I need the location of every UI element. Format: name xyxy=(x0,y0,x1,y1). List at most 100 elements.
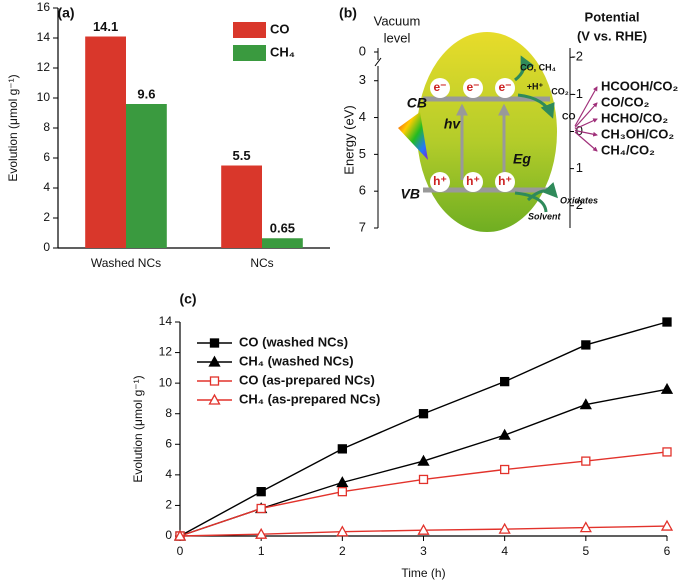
couple-label: HCHO/CO₂ xyxy=(601,110,668,125)
bar xyxy=(126,104,167,248)
marker xyxy=(498,522,511,534)
marker xyxy=(500,376,510,387)
y-tick-label: 16 xyxy=(37,0,51,14)
marker xyxy=(417,523,430,535)
legend-label: CH₄ (washed NCs) xyxy=(239,353,354,368)
hole xyxy=(430,172,450,192)
y-tick-label: 2 xyxy=(165,498,172,512)
x-tick-label: 2 xyxy=(339,544,346,558)
y-tick-label: 10 xyxy=(37,90,51,104)
y2-axis-label: Potential xyxy=(585,9,640,24)
panel-label: (b) xyxy=(339,5,357,21)
data-label: 9.6 xyxy=(137,86,155,101)
y-tick-label: 8 xyxy=(43,120,50,134)
x-tick-label: Washed NCs xyxy=(91,256,161,270)
y-tick-label: 12 xyxy=(37,60,51,74)
marker xyxy=(337,444,347,454)
y-tick-label: 6 xyxy=(165,436,172,450)
marker xyxy=(579,398,592,410)
couple-label: CH₃OH/CO₂ xyxy=(601,126,674,141)
marker xyxy=(498,428,511,440)
legend-label: CO (washed NCs) xyxy=(239,334,348,349)
y-tick-label: 6 xyxy=(43,150,50,164)
marker xyxy=(662,447,672,457)
band-diagram: e⁻ e⁻ e⁻ h⁺ h⁺ h⁺ CB VB hv Eg CO, CH₄ +H… xyxy=(398,32,598,232)
legend-label: CH₄ xyxy=(270,44,295,59)
legend-marker xyxy=(208,355,221,367)
legend-label: CH₄ (as-prepared NCs) xyxy=(239,391,380,406)
reactant-label: CO₂ xyxy=(551,86,569,96)
y-tick-label: 3 xyxy=(359,72,366,87)
marker xyxy=(662,317,672,327)
legend-marker xyxy=(209,338,220,348)
electron xyxy=(430,78,450,98)
y-tick-label: 0 xyxy=(165,528,172,542)
axis-break xyxy=(374,57,382,67)
axis-title: Vacuum xyxy=(374,13,421,28)
y2-axis-unit: (V vs. RHE) xyxy=(577,28,647,43)
hole-label: h⁺ xyxy=(433,174,447,188)
data-label: 5.5 xyxy=(233,148,251,163)
marker xyxy=(581,456,591,466)
y2-tick-label: 0 xyxy=(576,123,583,138)
marker xyxy=(256,503,266,514)
oxidation-arrow xyxy=(526,182,559,202)
y2-tick-label: -1 xyxy=(571,86,583,101)
y-tick-label: 2 xyxy=(43,210,50,224)
hole-label: h⁺ xyxy=(498,174,512,188)
marker xyxy=(255,527,268,539)
hole xyxy=(463,172,483,192)
electron xyxy=(463,78,483,98)
couple-arrow xyxy=(574,86,598,127)
bar xyxy=(85,36,126,248)
reduction-products: CO, CH₄ xyxy=(520,62,556,72)
nanocrystal xyxy=(417,32,557,232)
marker xyxy=(500,464,510,475)
y-tick-label: 12 xyxy=(159,345,173,359)
y-axis-label: Evolution (μmol g⁻¹) xyxy=(131,375,145,482)
marker xyxy=(336,525,349,537)
vb-label: VB xyxy=(401,186,420,202)
couple-label: HCOOH/CO₂ xyxy=(601,78,679,93)
couple-label: CH₄/CO₂ xyxy=(601,142,655,157)
electron xyxy=(495,78,515,98)
couple-arrow xyxy=(574,129,598,137)
legend-marker xyxy=(209,376,220,386)
y-tick-label: 0 xyxy=(43,240,50,254)
y-tick-label: 4 xyxy=(359,109,366,124)
x-tick-label: NCs xyxy=(250,256,273,270)
marker xyxy=(418,474,429,485)
x-axis-label: Time (h) xyxy=(401,566,445,580)
oxidation-products: Oxidates xyxy=(560,195,598,205)
electron-label: e⁻ xyxy=(466,80,479,94)
hole-label: h⁺ xyxy=(466,174,480,188)
x-tick-label: 3 xyxy=(420,544,427,558)
x-tick-label: 0 xyxy=(177,544,184,558)
y-tick-label: 4 xyxy=(165,467,172,481)
y2-tick-label: 2 xyxy=(576,197,583,212)
electron-label: e⁻ xyxy=(433,80,446,94)
data-label: 0.65 xyxy=(270,221,295,236)
light xyxy=(398,112,428,160)
y-axis-label: Evolution (μmol g⁻¹) xyxy=(6,74,20,181)
hole xyxy=(495,172,515,192)
y-tick-label: 14 xyxy=(37,30,51,44)
gap-label: Eg xyxy=(513,151,531,167)
data-label: 14.1 xyxy=(93,19,118,34)
marker xyxy=(581,340,591,350)
marker xyxy=(336,476,349,488)
couple-arrow xyxy=(574,131,598,152)
y-tick-label: 14 xyxy=(159,314,173,328)
oxidation-reactant: Solvent xyxy=(528,211,562,221)
couple-label: CO/CO₂ xyxy=(601,94,650,109)
product-label: CO xyxy=(562,111,576,121)
legend-label: CO xyxy=(270,21,290,36)
y-tick-label: 7 xyxy=(359,219,366,234)
panel-label: (c) xyxy=(179,291,196,307)
cb-label: CB xyxy=(407,95,427,111)
y-tick-label: 6 xyxy=(359,183,366,198)
y-tick-label: 10 xyxy=(159,375,173,389)
panel-label: (a) xyxy=(57,5,74,21)
x-tick-label: 5 xyxy=(582,544,589,558)
